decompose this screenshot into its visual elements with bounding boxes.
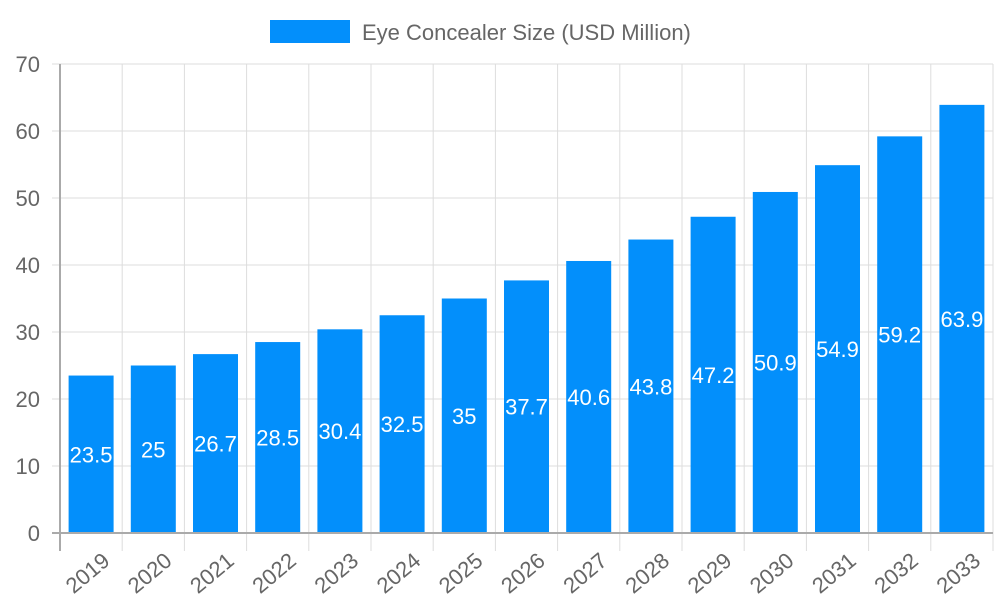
bar xyxy=(690,216,736,533)
bar xyxy=(752,191,798,533)
data-label: 43.8 xyxy=(629,374,672,399)
legend-swatch xyxy=(270,20,350,43)
data-label: 26.7 xyxy=(194,432,237,457)
legend[interactable]: Eye Concealer Size (USD Million) xyxy=(270,20,691,45)
bar xyxy=(68,375,114,533)
x-tick-label: 2021 xyxy=(185,548,239,599)
bar xyxy=(939,104,985,534)
bar xyxy=(193,354,238,533)
bar xyxy=(379,315,425,533)
data-label: 32.5 xyxy=(381,412,424,437)
x-tick-label: 2029 xyxy=(683,548,737,599)
data-label: 28.5 xyxy=(256,426,299,451)
bar xyxy=(628,239,674,534)
y-tick-label: 40 xyxy=(16,253,40,278)
data-label: 63.9 xyxy=(940,307,983,332)
data-label: 54.9 xyxy=(816,337,859,362)
x-tick-label: 2024 xyxy=(372,548,426,599)
x-tick-label: 2033 xyxy=(932,548,986,599)
x-tick-label: 2027 xyxy=(558,548,612,599)
y-tick-label: 20 xyxy=(16,387,40,412)
bar xyxy=(441,298,487,533)
x-tick-label: 2025 xyxy=(434,548,488,599)
bar xyxy=(317,329,363,533)
grid xyxy=(52,63,994,551)
data-label: 40.6 xyxy=(567,385,610,410)
data-label: 30.4 xyxy=(318,419,361,444)
legend-label: Eye Concealer Size (USD Million) xyxy=(362,20,691,45)
y-tick-label: 10 xyxy=(16,454,40,479)
data-labels: 23.5 25 26.7 28.5 30.4 32.5 35 37.7 40.6 43.8 47.2… xyxy=(70,307,984,467)
x-tick-label: 2022 xyxy=(247,548,301,599)
x-tick-label: 2028 xyxy=(621,548,675,599)
bars xyxy=(68,104,985,534)
x-tick-label: 2030 xyxy=(745,548,799,599)
data-label: 37.7 xyxy=(505,395,548,420)
data-label: 23.5 xyxy=(70,442,113,467)
data-label: 59.2 xyxy=(878,323,921,348)
x-tick-label: 2032 xyxy=(869,548,923,599)
x-tick-label: 2020 xyxy=(123,548,177,599)
data-label: 35 xyxy=(452,404,476,429)
data-label: 47.2 xyxy=(692,363,735,388)
bar xyxy=(130,365,176,533)
bar xyxy=(504,280,549,533)
y-tick-label: 70 xyxy=(16,52,40,77)
data-label: 50.9 xyxy=(754,350,797,375)
bar xyxy=(566,260,612,533)
x-tick-label: 2031 xyxy=(807,548,861,599)
bar xyxy=(877,136,923,534)
y-tick-label: 60 xyxy=(16,119,40,144)
data-label: 25 xyxy=(141,437,165,462)
x-tick-label: 2026 xyxy=(496,548,550,599)
x-tick-label: 2023 xyxy=(310,548,364,599)
x-tick-label: 2019 xyxy=(61,548,115,599)
y-tick-label: 50 xyxy=(16,186,40,211)
y-tick-label: 30 xyxy=(16,320,40,345)
bar xyxy=(255,342,301,533)
y-tick-label: 0 xyxy=(28,521,40,546)
bar xyxy=(815,165,860,534)
